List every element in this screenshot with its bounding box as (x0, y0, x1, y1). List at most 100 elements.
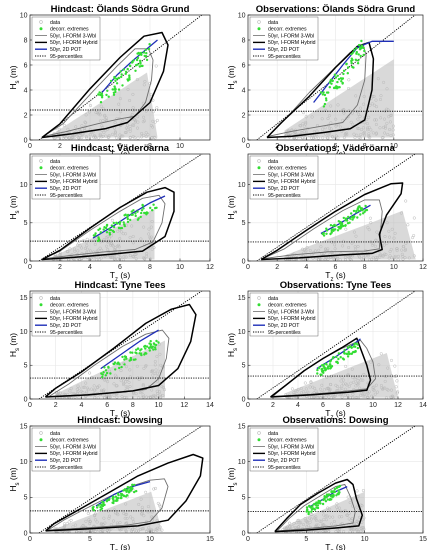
chart-panel-2: 0 2 4 6 8 10 0 2 4 6 8 10 Observations: Ölands Södra… (226, 4, 424, 162)
data-point (355, 489, 359, 493)
y-axis-label: Hs (m) (226, 65, 239, 89)
extreme-point (147, 47, 151, 51)
x-tick-label: 15 (206, 536, 214, 543)
data-point (153, 486, 158, 490)
y-axis-label: Hs (m) (226, 195, 239, 219)
contour-2d-pot (100, 329, 159, 370)
extreme-point (352, 345, 355, 348)
extreme-point (350, 215, 354, 219)
data-point (389, 358, 394, 362)
steepness-line (256, 15, 416, 140)
extreme-point (121, 84, 124, 87)
extreme-point (104, 369, 108, 372)
legend-label: 95-percentiles (268, 193, 301, 199)
extreme-point (323, 496, 326, 499)
extreme-point (99, 231, 103, 234)
x-tick-label: 12 (206, 264, 214, 271)
extreme-point (133, 490, 136, 494)
legend-label: 50yr, I-FORM 3-Wbl (268, 33, 314, 39)
contour-iform-3wbl (262, 199, 383, 260)
extreme-point (120, 365, 123, 369)
y-tick-label: 10 (238, 459, 246, 466)
extreme-point (324, 368, 328, 371)
extreme-point (105, 93, 108, 97)
y-tick-label: 10 (20, 329, 28, 336)
extreme-point (131, 351, 134, 354)
extreme-point (129, 489, 133, 492)
extreme-point (117, 76, 121, 80)
extreme-point (322, 234, 326, 237)
extreme-point (342, 69, 346, 73)
extreme-point (345, 352, 348, 355)
data-point (88, 371, 92, 375)
extreme-point (155, 206, 158, 209)
extreme-point (360, 208, 363, 211)
extreme-point (332, 494, 335, 497)
data-point (144, 490, 148, 494)
legend-box (31, 155, 101, 200)
data-point (88, 103, 93, 108)
extreme-point (110, 224, 114, 227)
extreme-point (131, 487, 134, 490)
legend-label: decorr. extremes (50, 27, 89, 33)
extreme-point (359, 206, 362, 210)
legend-label: 50yr, 2D POT (268, 186, 300, 192)
extreme-point (324, 97, 328, 100)
data-cloud (51, 64, 159, 140)
extreme-point (148, 43, 151, 46)
legend-label: 50yr, I-FORM 3-Wbl (268, 309, 314, 315)
extreme-point (317, 499, 320, 503)
extreme-point (337, 357, 340, 361)
legend-box (31, 292, 101, 337)
y-tick-label: 10 (238, 12, 246, 19)
extreme-point (143, 211, 146, 215)
legend-label: 50yr, 2D POT (50, 47, 82, 53)
x-tick-label: 8 (131, 402, 135, 409)
extreme-point (149, 340, 152, 343)
extreme-point (113, 85, 116, 88)
extreme-point (138, 65, 141, 68)
legend-box (249, 292, 319, 337)
legend-label: 95-percentiles (268, 330, 301, 336)
extreme-point (142, 51, 146, 54)
plot-content (30, 291, 210, 399)
extreme-point (112, 498, 115, 501)
legend-label: 95-percentiles (50, 465, 83, 471)
extreme-point (112, 225, 116, 229)
extreme-point (340, 224, 343, 227)
extreme-point (117, 494, 120, 497)
extreme-point (108, 228, 111, 231)
y-tick-label: 15 (238, 295, 246, 302)
legend-box (31, 427, 101, 472)
x-tick-label: 10 (176, 143, 184, 150)
extremes (319, 39, 366, 108)
extreme-point (346, 346, 350, 349)
legend-label: decorr. extremes (268, 438, 307, 444)
extreme-point (108, 231, 111, 235)
extreme-point (362, 53, 365, 57)
y-tick-label: 10 (20, 182, 28, 189)
y-tick-label: 8 (24, 37, 28, 44)
legend-label: 50yr, 2D POT (50, 458, 82, 464)
legend-marker-data (39, 159, 43, 163)
y-tick-label: 5 (24, 220, 28, 227)
x-tick-label: 0 (28, 536, 32, 543)
extreme-point (336, 361, 339, 365)
extreme-point (341, 77, 345, 80)
extreme-point (336, 80, 339, 84)
extreme-point (145, 211, 148, 214)
extreme-point (114, 499, 118, 503)
extreme-point (119, 220, 122, 224)
legend-label: decorr. extremes (268, 27, 307, 33)
x-tick-label: 5 (88, 536, 92, 543)
extreme-point (359, 213, 362, 216)
extreme-point (308, 505, 311, 508)
extremes (97, 43, 151, 104)
extreme-point (124, 355, 128, 359)
contour-iform-hybrid (41, 186, 175, 261)
legend-label: data (268, 159, 278, 165)
legend-label: 50yr, I-FORM 3-Wbl (50, 172, 96, 178)
data-density (55, 340, 166, 398)
extreme-point (316, 368, 319, 372)
